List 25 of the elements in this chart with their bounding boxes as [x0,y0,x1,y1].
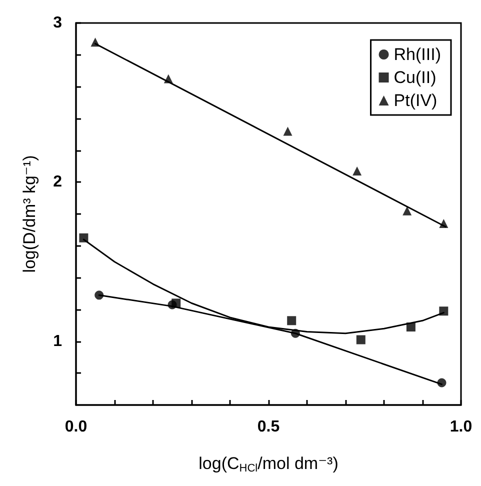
y-tick-label: 3 [53,14,62,32]
point [439,306,448,316]
y-tick-label: 2 [53,174,62,191]
point [283,126,292,136]
point [437,378,446,388]
point [290,328,300,338]
point [168,300,177,310]
legend-label: Rh(III) [394,45,442,64]
y-axis-title: log(D/dm³ kg⁻¹) [20,155,39,273]
x-tick-label: 0.0 [64,418,88,436]
legend-label: Pt(IV) [394,91,438,110]
point [356,335,366,344]
point [439,219,448,228]
point [79,233,88,242]
legend-label: Cu(II) [394,68,436,87]
point [287,316,296,326]
point [406,322,416,332]
point [164,74,173,84]
point [94,290,104,300]
x-tick-label: 1.0 [450,418,472,436]
point [352,166,362,176]
x-tick-label: 0.5 [257,418,280,436]
point [90,38,100,47]
y-tick-label: 1 [53,332,62,350]
point [402,206,412,216]
